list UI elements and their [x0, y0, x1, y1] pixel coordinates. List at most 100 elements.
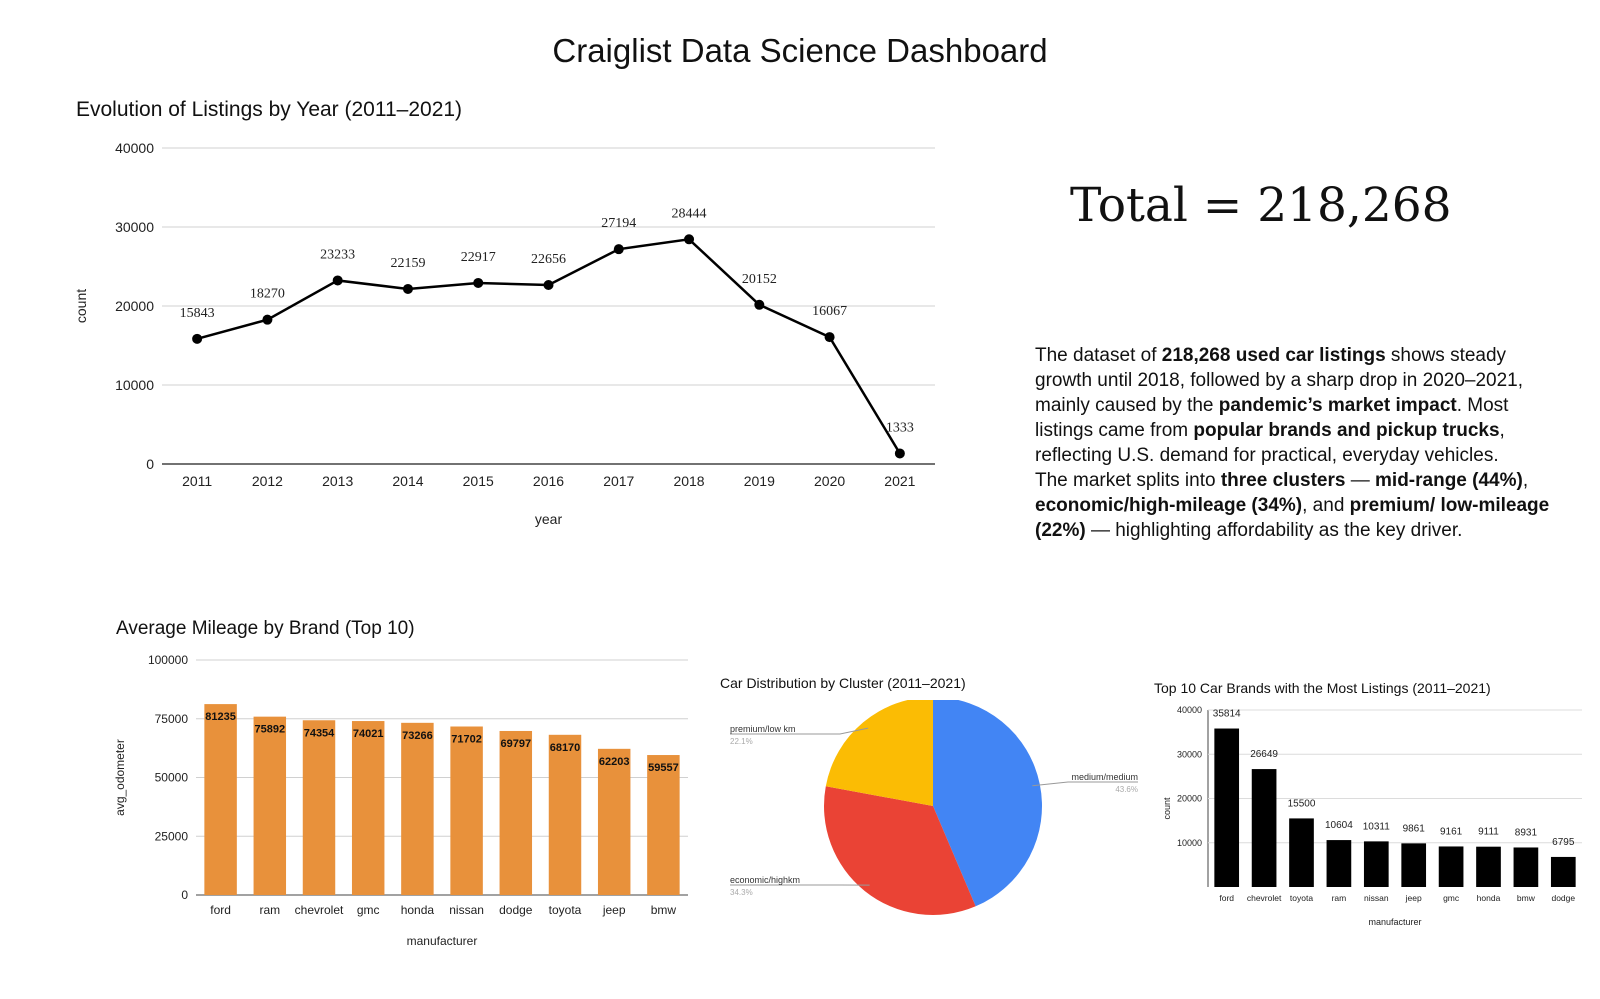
line-chart-title: Evolution of Listings by Year (2011–2021…	[76, 98, 463, 121]
summary-part: — highlighting affordability as the key …	[1085, 520, 1463, 541]
y-tick-label: 0	[146, 456, 154, 472]
summary-bold: 218,268 used car listings	[1161, 345, 1386, 366]
bar	[499, 730, 533, 895]
summary-bold: premium/ low-mileage (22%)	[1035, 495, 1550, 541]
mileage-chart-title: Average Mileage by Brand (Top 10)	[116, 618, 415, 639]
data-point	[192, 333, 203, 344]
pie-slice	[824, 786, 976, 915]
data-label: 15843	[180, 306, 215, 321]
data-label: 15500	[1288, 798, 1316, 809]
listings-by-year-line-chart: 0 10000 20000 30000 40000 2011 2012 2013 2014 201…	[73, 140, 935, 527]
data-point	[332, 275, 343, 286]
y-tick-label: 30000	[115, 219, 154, 235]
slice-leader-line	[1032, 781, 1138, 787]
x-tick-label: bmw	[1517, 893, 1536, 903]
bar	[351, 721, 385, 895]
bar	[647, 755, 680, 895]
bar	[1476, 846, 1501, 887]
data-label: 8931	[1515, 827, 1538, 838]
x-tick-label: ram	[1332, 893, 1347, 903]
data-label: 69797	[501, 738, 532, 750]
data-point	[402, 283, 413, 294]
x-tick-label: 2017	[603, 473, 634, 489]
data-label: 22159	[390, 256, 425, 271]
pie-slice	[933, 700, 1042, 907]
data-label: 35814	[1213, 709, 1241, 720]
series-line	[196, 237, 901, 455]
data-label: 26649	[1250, 749, 1278, 760]
bar	[1214, 728, 1240, 887]
data-label: 16067	[812, 304, 847, 319]
x-tick-label: nissan	[1364, 893, 1389, 903]
slice-label: economic/highkm	[730, 875, 800, 885]
slice-percent: 22.1%	[730, 737, 753, 746]
bar	[1438, 846, 1464, 887]
bar	[1513, 847, 1539, 887]
summary-part: shows steady growth until 2018, followed…	[1035, 345, 1524, 416]
y-tick-label: 0	[181, 888, 188, 902]
bar	[1363, 841, 1389, 887]
bar	[597, 748, 631, 895]
x-tick-label: dodge	[499, 903, 533, 917]
y-axis-label: count	[73, 289, 89, 323]
total-listings: Total = 218,268	[1070, 178, 1452, 233]
avg-mileage-bar-chart: 0 25000 50000 75000 100000 81235 ford 75892 ram 7…	[113, 653, 688, 948]
y-tick-label: 20000	[115, 298, 154, 314]
x-tick-label: 2013	[322, 473, 353, 489]
x-tick-label: 2011	[182, 473, 212, 489]
y-tick-label: 75000	[155, 712, 189, 726]
y-tick-label: 50000	[155, 771, 189, 785]
y-axis-label: count	[1162, 797, 1172, 820]
bar	[548, 734, 582, 895]
x-tick-label: 2021	[884, 473, 915, 489]
summary-bold: economic/high-mileage (34%)	[1035, 495, 1303, 516]
cluster-pie-chart: medium/medium 43.6% economic/highkm 34.3% pr…	[730, 700, 1138, 915]
x-tick-label: toyota	[549, 903, 582, 917]
bar	[401, 722, 434, 895]
data-label: 18270	[250, 287, 285, 302]
summary-part: —	[1345, 470, 1376, 491]
data-point	[262, 314, 273, 325]
data-label: 10604	[1325, 820, 1353, 831]
y-tick-label: 10000	[115, 377, 154, 393]
data-label: 22656	[531, 252, 566, 267]
slice-label: premium/low km	[730, 724, 796, 734]
bar	[1550, 856, 1576, 887]
y-tick-label: 25000	[155, 829, 189, 843]
summary-part: ,	[1522, 470, 1529, 491]
summary-part: The market splits into	[1035, 470, 1221, 491]
data-point	[824, 332, 835, 343]
summary-bold: mid-range (44%)	[1375, 470, 1523, 491]
data-label: 23233	[320, 247, 355, 262]
x-tick-label: ford	[210, 903, 231, 917]
data-point	[543, 280, 554, 291]
x-tick-label: 2012	[252, 473, 283, 489]
slice-label: medium/medium	[1071, 772, 1138, 782]
data-label: 9111	[1478, 827, 1499, 838]
x-tick-label: gmc	[357, 903, 380, 917]
x-tick-label: 2014	[392, 473, 423, 489]
x-tick-label: 2018	[673, 473, 704, 489]
x-tick-label: dodge	[1551, 893, 1575, 903]
data-label: 68170	[550, 742, 581, 754]
x-tick-label: 2019	[744, 473, 775, 489]
slice-percent: 43.6%	[1115, 785, 1138, 794]
summary-bold: pandemic’s market impact	[1218, 395, 1457, 416]
pie-slice	[825, 700, 933, 806]
x-tick-label: toyota	[1290, 893, 1313, 903]
data-point	[613, 244, 624, 255]
summary-part: The dataset of	[1035, 345, 1162, 366]
bar	[302, 720, 336, 895]
data-label: 59557	[648, 762, 679, 774]
summary-part: , reflecting U.S. demand for practical, …	[1035, 420, 1505, 466]
data-label: 20152	[742, 272, 777, 287]
data-label: 6795	[1552, 837, 1575, 848]
data-label: 62203	[599, 756, 630, 768]
y-tick-label: 40000	[115, 140, 154, 156]
x-tick-label: ford	[1219, 893, 1234, 903]
x-axis-label: manufacturer	[1368, 917, 1421, 927]
data-point	[684, 234, 695, 245]
bar	[204, 704, 237, 895]
x-tick-label: 2015	[463, 473, 494, 489]
data-point	[894, 448, 905, 459]
